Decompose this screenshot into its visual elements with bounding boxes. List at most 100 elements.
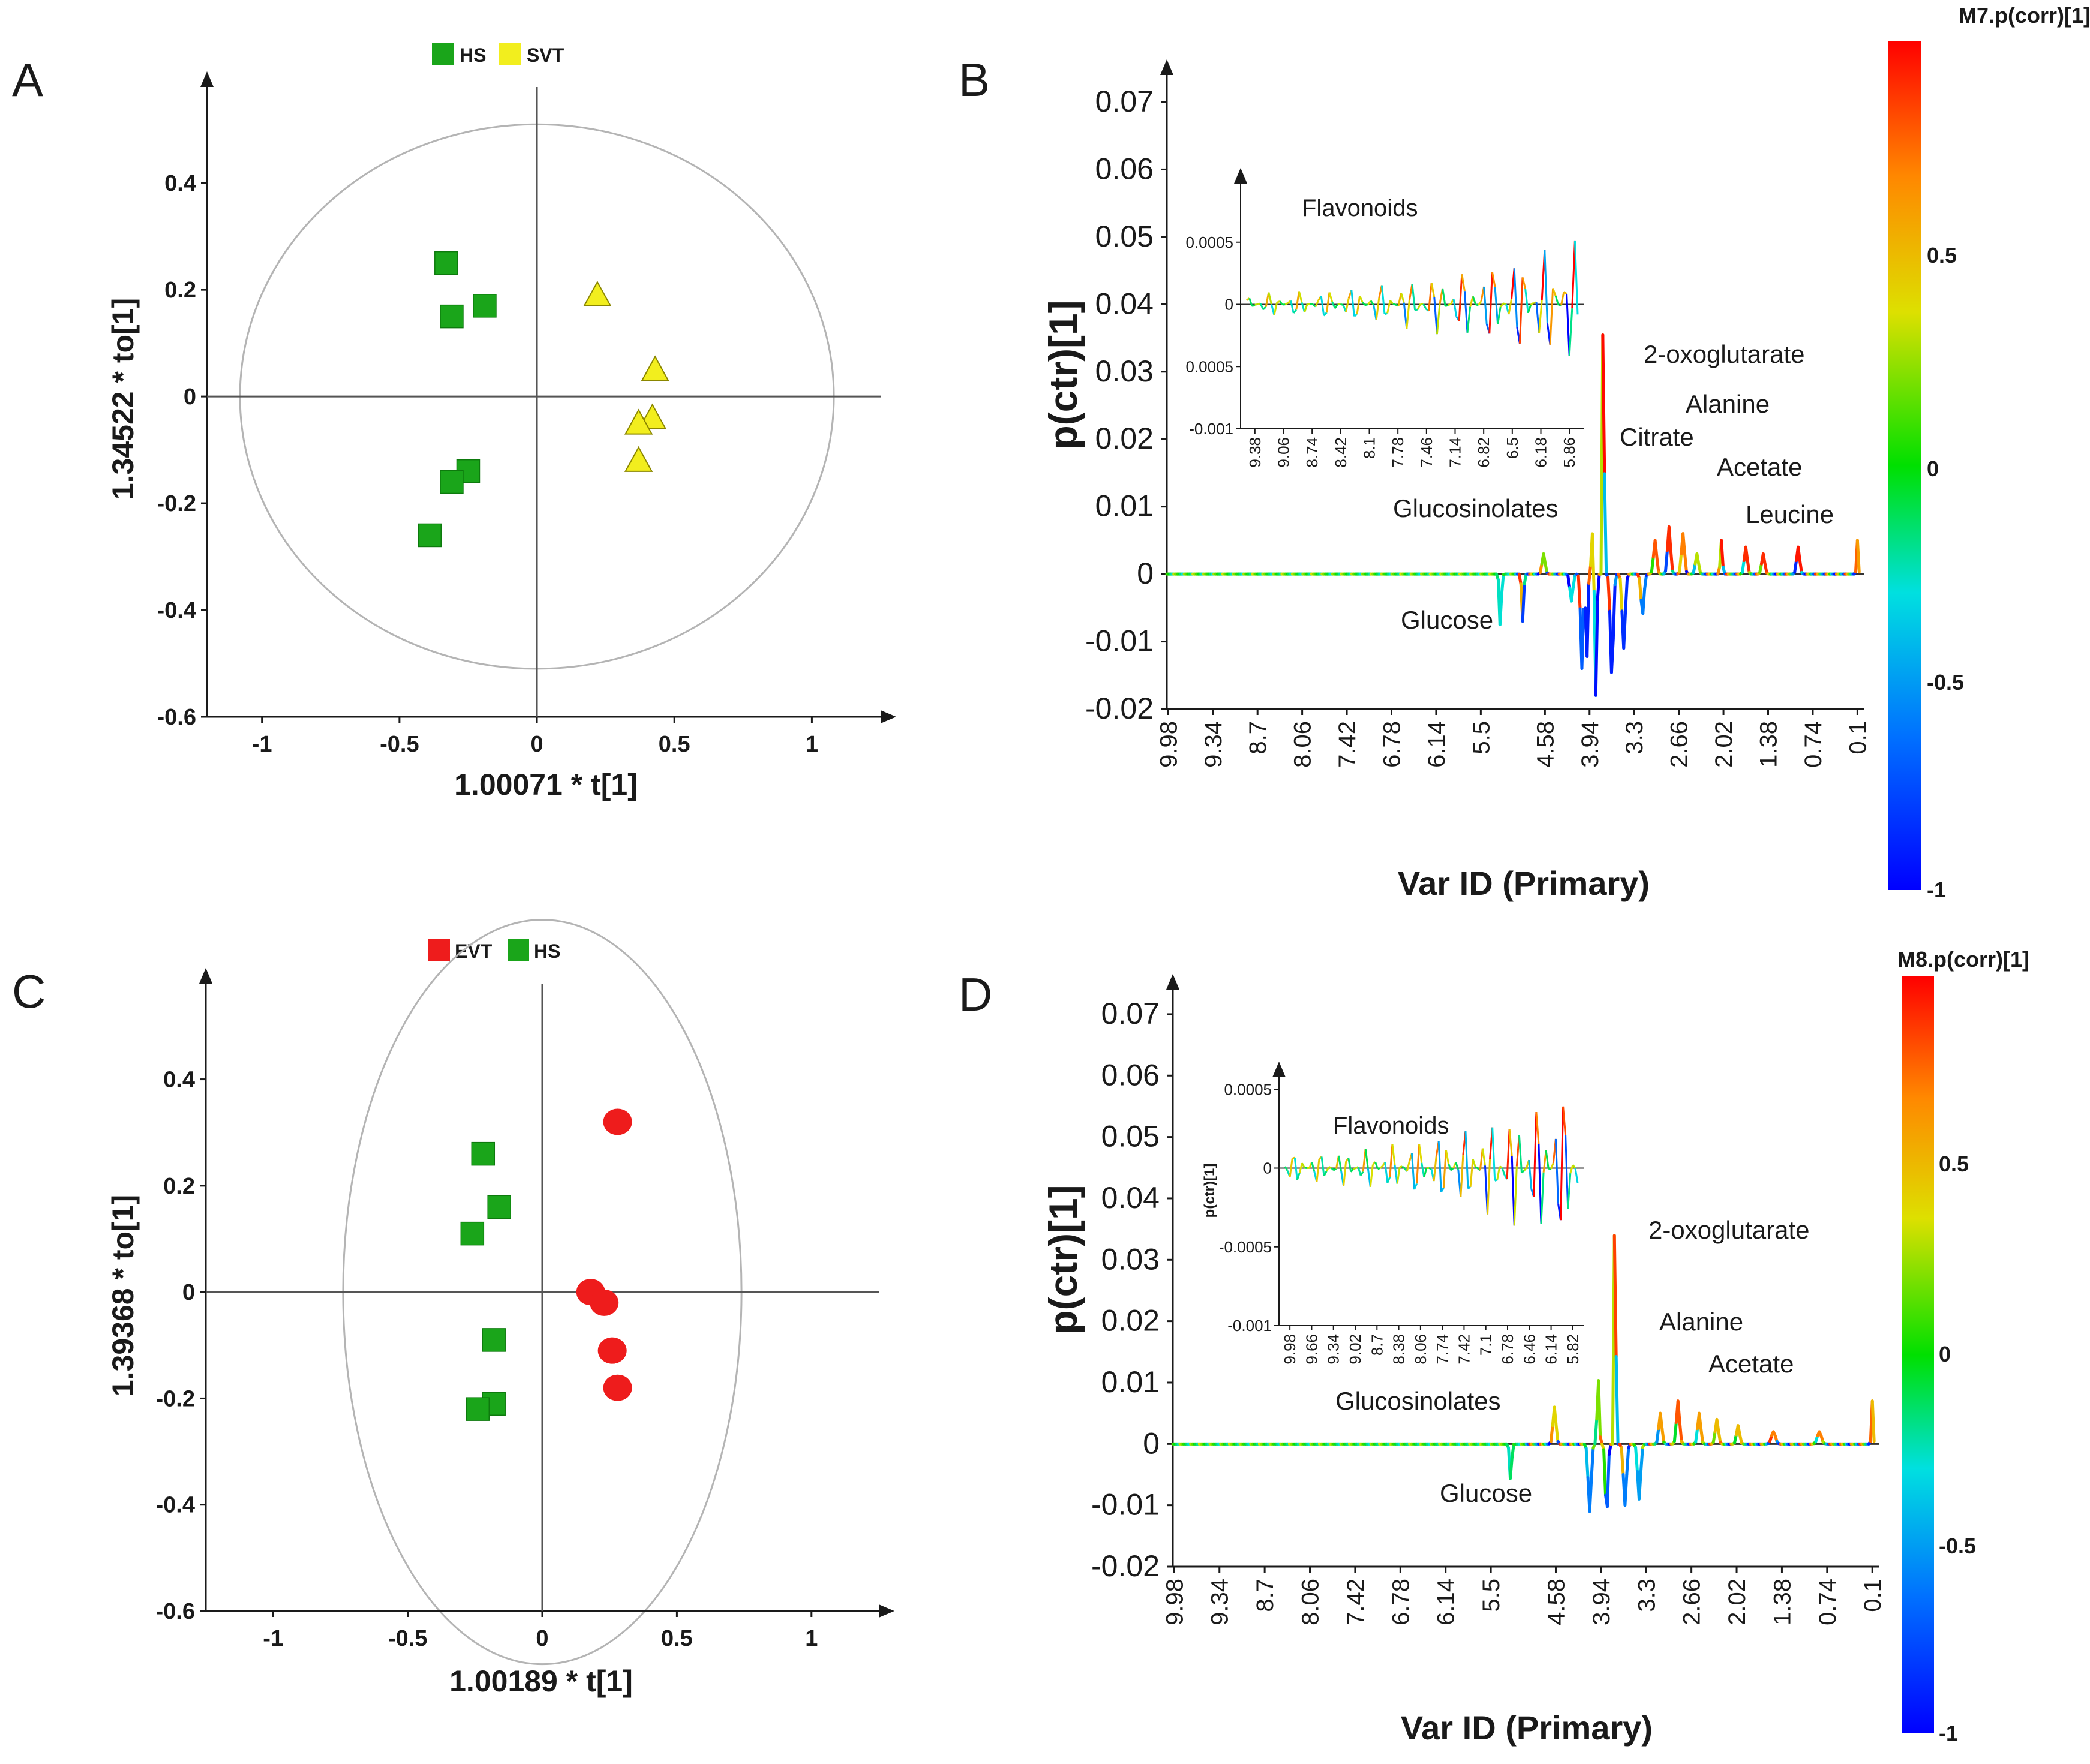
inset-y-tick-label: -0.0005 [1219,1238,1272,1256]
spectrum-segment [1634,1446,1639,1473]
inset-trace-segment [1545,1150,1550,1169]
spectrum-segment [1614,1354,1620,1446]
inset-trace-segment [1574,1168,1579,1183]
x-tick-label: 6.14 [1433,1579,1460,1625]
inset-trace-segment [1452,299,1458,317]
annotations-b: 2-oxoglutarate Alanine Citrate Acetate L… [1393,340,1834,634]
point-hs [466,1397,490,1421]
inset-y-tick-label: 0.0005 [1185,357,1233,375]
inset-trace-segment [1340,303,1344,306]
inset-trace-segment [1323,1171,1328,1177]
point-hs [482,1328,506,1352]
inset-trace-segment [1397,293,1403,306]
y-tick-label: -0.2 [157,491,196,516]
y-axis-label-b: p(ctr)[1] [1041,300,1085,449]
colorbar-tick-b: 0 [1927,456,1939,481]
x-tick-label: 5.5 [1478,1579,1505,1612]
spectrum-segment [1508,1456,1514,1480]
inset-trace-segment [1284,1166,1289,1171]
panel-a: A HS SVT -1 -0.5 0 0.5 10.40.20-0.2-0.4-0.6 … [12,43,896,801]
inset-trace-segment [1499,1165,1503,1169]
inset-trace-segment [1433,297,1438,335]
inset-trace-segment [1279,300,1283,305]
inset-trace-segment [1325,292,1331,313]
inset-trace-segment [1406,300,1410,329]
inset-trace-segment [1311,1162,1316,1172]
legend-swatch-hs [508,939,529,961]
y-tick-label: -0.6 [156,1599,195,1624]
y-tick-label: -0.01 [1085,624,1154,658]
inset-x-tick-label: 8.1 [1361,437,1379,459]
inset-trace-segment [1487,1159,1491,1215]
x-tick-label: 1.38 [1769,1579,1795,1625]
x-tick-label: 6.78 [1388,1579,1414,1625]
inset-trace-segment [1442,1150,1447,1188]
inset-x-tick-label: 7.14 [1446,437,1464,468]
spectrum-segment [1580,608,1585,671]
colorbar-title-d: M8.p(corr)[1] [1897,947,2029,972]
colorbar-tick-d: -0.5 [1939,1534,1976,1558]
point-svt [641,355,669,381]
spectrum-segment [1544,562,1549,575]
x-tick-label: 2.02 [1724,1579,1750,1625]
inset-trace-segment [1566,293,1570,356]
y-axis-arrow [199,968,212,984]
inset-trace-segment [1310,303,1313,306]
x-tick-label: 3.94 [1577,721,1603,768]
spectrum-segment [1584,1446,1590,1480]
spectrum-segment [1798,559,1803,574]
inset-trace-segment [1391,1144,1396,1165]
point-svt [624,408,653,435]
inset-trace-segment [1513,1166,1518,1226]
inset-trace-segment [1501,1167,1506,1176]
inset-trace-segment [1301,302,1306,312]
spectrum-segment [1603,472,1608,576]
spectrum-segment [1855,539,1861,574]
inset-trace-segment [1359,295,1364,303]
spectrum-segment [1683,552,1688,573]
inset-trace-segment [1337,1155,1343,1171]
inset-x-tick-label: 8.42 [1332,437,1350,468]
spectrum-segment [1763,562,1768,575]
inset-x-tick-label: 7.78 [1389,437,1407,468]
inset-x-tick-label: 9.38 [1246,437,1264,468]
x-tick-label: 6.14 [1424,721,1450,768]
y-tick-label: 0.07 [1095,85,1154,118]
inset-trace-segment [1523,1167,1527,1171]
inset-x-tick-label: 9.66 [1302,1334,1320,1365]
spectrum-segment [1523,572,1528,586]
inset-trace-segment [1301,1162,1305,1168]
colorbar-tick-b: 0.5 [1927,243,1957,268]
spectrum-segment [1549,1424,1554,1444]
inset-trace-segment [1389,300,1394,305]
spectrum-segment [1542,552,1547,566]
inset-trace-segment [1513,268,1518,327]
inset-trace-segment [1257,302,1261,305]
inset-trace-segment [1268,292,1272,305]
inset-trace-segment [1400,293,1405,303]
spectrum-segment [1678,1421,1683,1443]
inset-trace-segment [1364,1149,1369,1169]
x-tick-label: 2.02 [1711,721,1737,768]
panel-letter-c: C [12,965,46,1018]
inset-trace-segment [1356,296,1361,315]
annotation-glucosinolates-b: Glucosinolates [1393,494,1558,522]
colorbar-tick-d: 0.5 [1939,1152,1969,1176]
x-axis-arrow [881,710,896,723]
inset-trace-segment [1528,1160,1533,1189]
x-tick-label: 8.06 [1298,1579,1324,1625]
y-tick-label: 0.4 [164,171,196,196]
annotation-glucose-d: Glucose [1440,1479,1532,1507]
x-axis-label-a: 1.00071 * t[1] [454,768,638,801]
inset-trace-segment [1401,1165,1406,1169]
point-svt [583,280,612,307]
y-tick-label: -0.4 [157,598,196,623]
inset-trace-segment [1375,297,1380,320]
inset-trace-segment [1538,1143,1542,1224]
y-axis-arrow [1166,974,1179,990]
y-tick-label: 0.01 [1095,489,1154,523]
inset-trace-segment [1323,312,1328,317]
scatter-axes-c: -1 -0.5 0 0.5 1 0.4 0.2 0 -0.2 -0.4 -0.6 [156,919,894,1666]
spectrum-axes-d: 0.070.060.050.040.030.020.010-0.01-0.029… [1091,974,1886,1625]
inset-trace-segment [1572,1164,1576,1169]
